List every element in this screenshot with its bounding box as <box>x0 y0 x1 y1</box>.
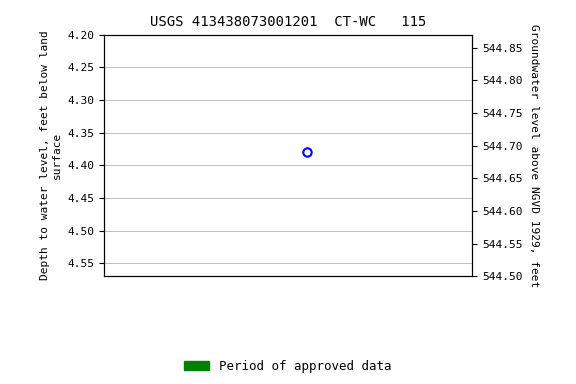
Title: USGS 413438073001201  CT-WC   115: USGS 413438073001201 CT-WC 115 <box>150 15 426 29</box>
Y-axis label: Groundwater level above NGVD 1929, feet: Groundwater level above NGVD 1929, feet <box>529 24 539 287</box>
Legend: Period of approved data: Period of approved data <box>179 355 397 378</box>
Y-axis label: Depth to water level, feet below land
surface: Depth to water level, feet below land su… <box>40 31 62 280</box>
